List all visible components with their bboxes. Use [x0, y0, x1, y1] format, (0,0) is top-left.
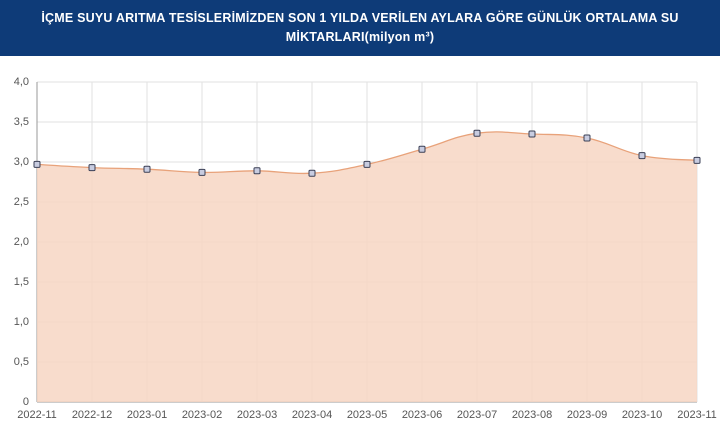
x-tick-label: 2023-06 [402, 409, 442, 421]
marker [253, 167, 261, 175]
marker [693, 156, 701, 164]
marker [638, 152, 646, 160]
marker [33, 160, 41, 168]
x-tick-label: 2023-02 [182, 409, 222, 421]
marker [198, 168, 206, 176]
y-tick-label: 1,5 [14, 276, 29, 288]
x-tick-label: 2023-05 [347, 409, 387, 421]
x-tick-label: 2023-09 [567, 409, 607, 421]
x-tick-label: 2023-01 [127, 409, 167, 421]
y-tick-label: 0 [23, 396, 29, 408]
y-tick-label: 2,0 [14, 236, 29, 248]
marker [473, 129, 481, 137]
marker [583, 134, 591, 142]
x-tick-label: 2023-11 [677, 409, 717, 421]
marker [418, 145, 426, 153]
x-tick-label: 2023-08 [512, 409, 552, 421]
x-tick-label: 2022-11 [17, 409, 57, 421]
y-tick-label: 0,5 [14, 356, 29, 368]
marker [363, 160, 371, 168]
marker [308, 169, 316, 177]
y-tick-label: 3,0 [14, 156, 29, 168]
x-tick-label: 2023-03 [237, 409, 277, 421]
y-tick-label: 2,5 [14, 196, 29, 208]
x-tick-label: 2022-12 [72, 409, 112, 421]
y-tick-label: 1,0 [14, 316, 29, 328]
area-fill [37, 131, 697, 402]
marker [143, 165, 151, 173]
chart: 0 0,5 1,0 1,5 2,0 2,5 3,0 3,5 4,0 2022-11 2022-12 2… [14, 76, 717, 421]
marker [88, 164, 96, 172]
x-tick-label: 2023-07 [457, 409, 497, 421]
marker [528, 130, 536, 138]
x-tick-label: 2023-10 [622, 409, 662, 421]
y-tick-label: 4,0 [14, 76, 29, 88]
header: İÇME SUYU ARITMA TESİSLERİMİZDEN SON 1 Y… [0, 0, 720, 56]
y-tick-label: 3,5 [14, 116, 29, 128]
chart-title: İÇME SUYU ARITMA TESİSLERİMİZDEN SON 1 Y… [41, 11, 679, 44]
x-tick-label: 2023-04 [292, 409, 332, 421]
